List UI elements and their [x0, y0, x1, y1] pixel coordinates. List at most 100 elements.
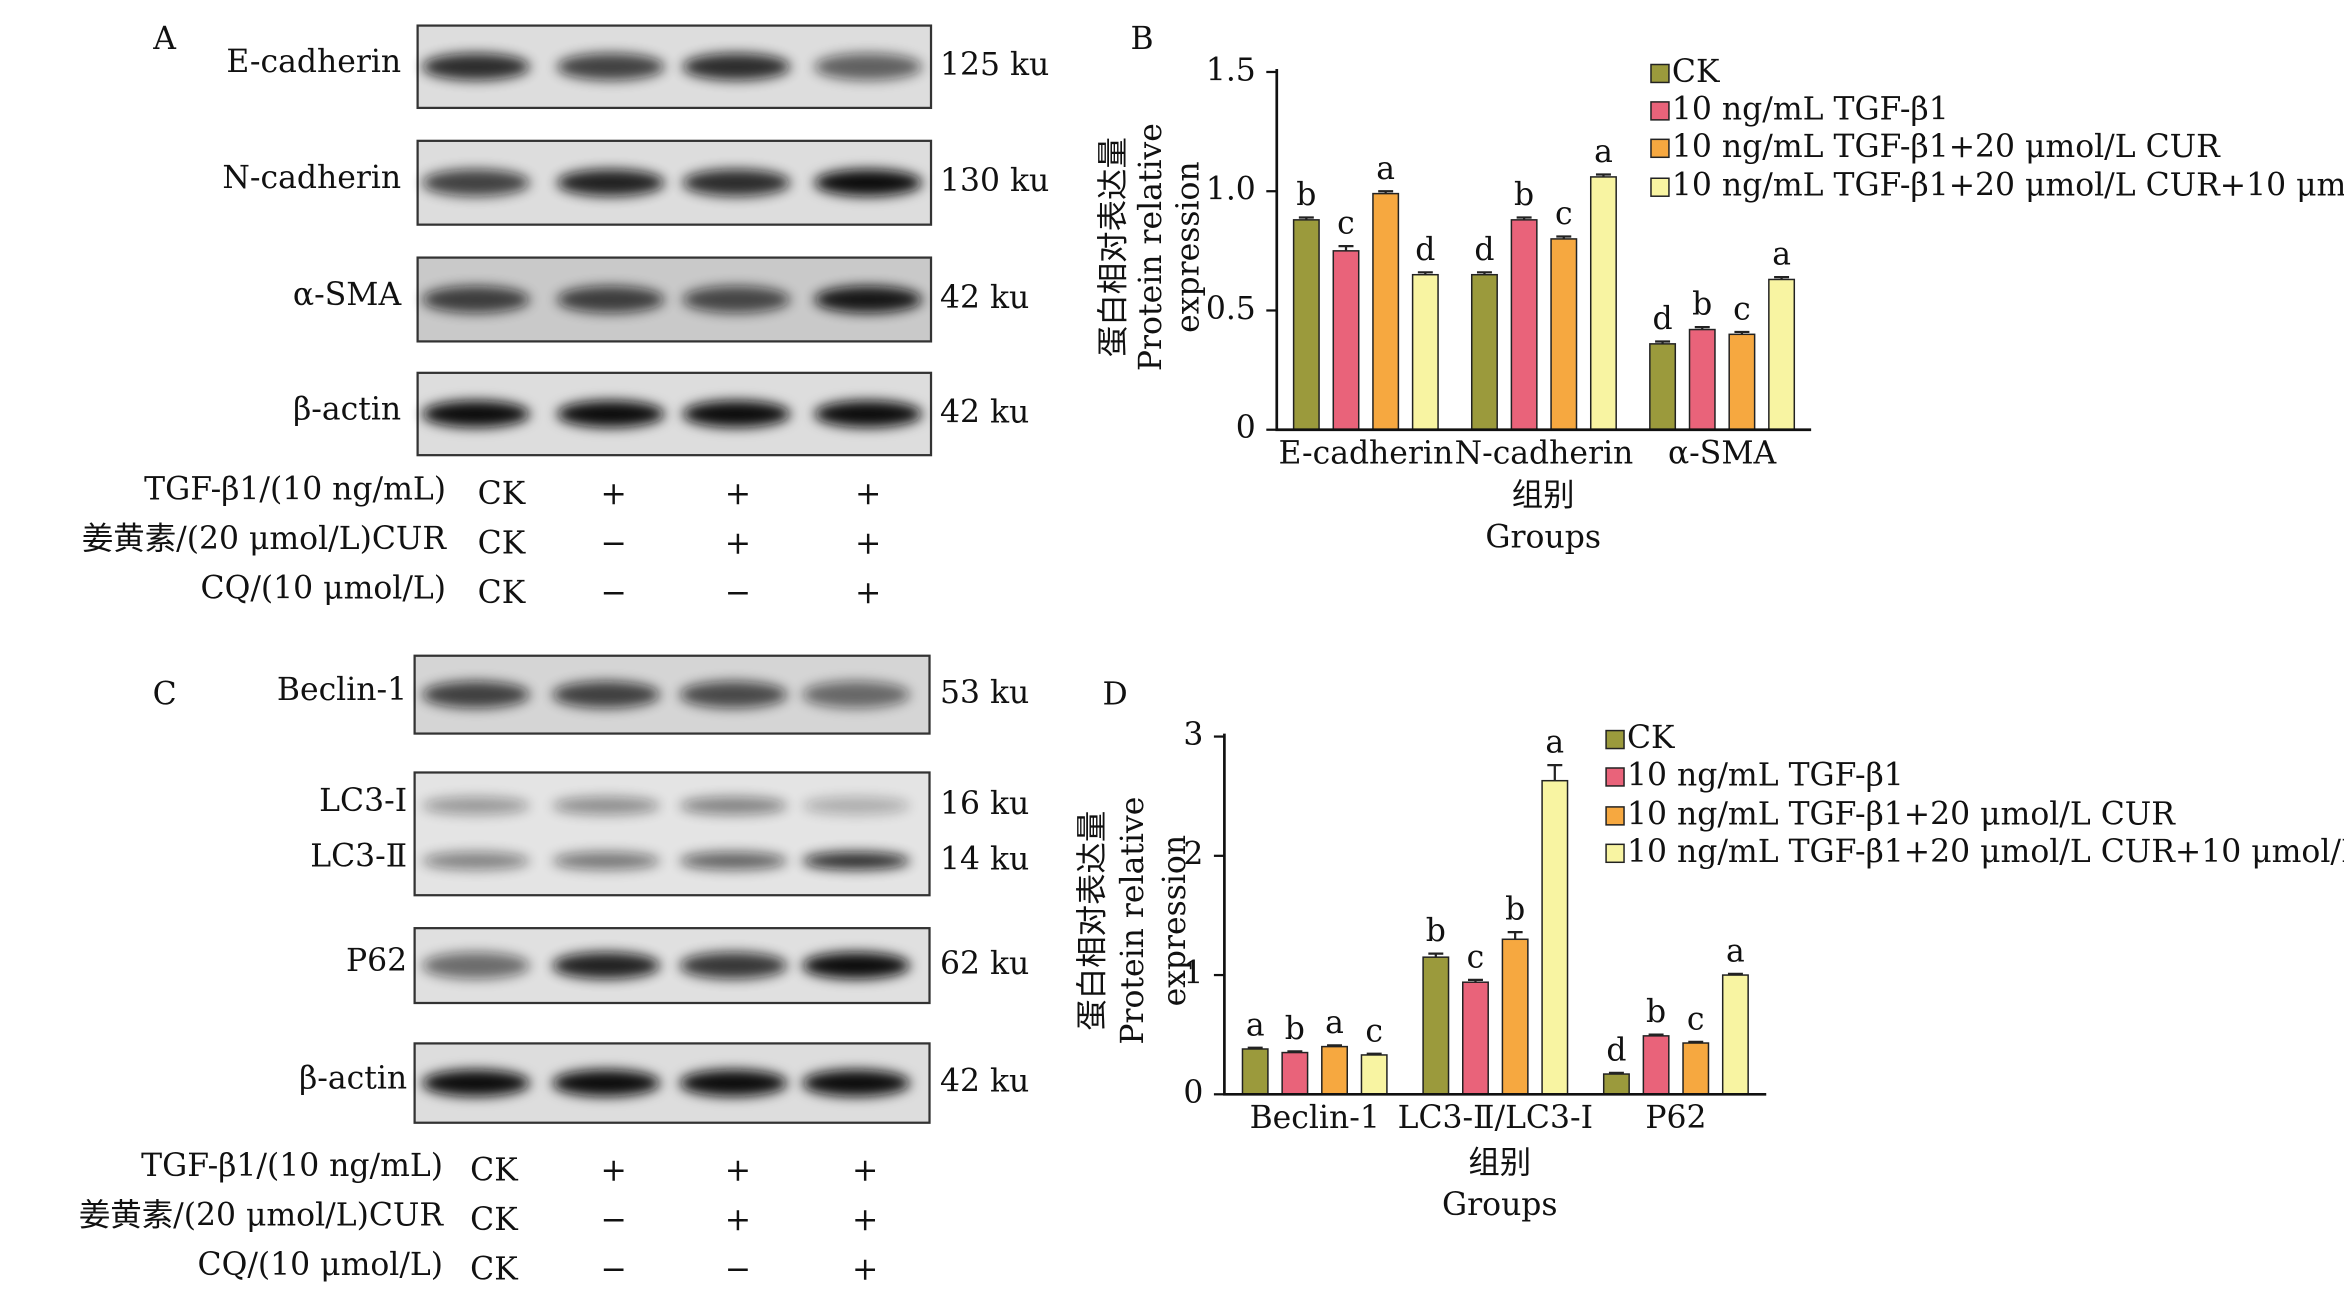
error-bar: [1476, 271, 1492, 275]
bar: [1642, 1035, 1670, 1096]
y-axis-label: 蛋白相对表达量: [1096, 137, 1132, 357]
treatment-mark: CK: [470, 1251, 518, 1287]
legend-swatch: [1605, 843, 1625, 864]
treatment-name: 姜黄素/(20 μmol/L)CUR: [79, 1198, 445, 1234]
bar: [1470, 273, 1498, 431]
bar: [1541, 779, 1569, 1096]
blot-band: [679, 1069, 788, 1097]
bar: [1372, 192, 1400, 431]
bar: [1721, 974, 1749, 1096]
panel-label: D: [1103, 677, 1128, 713]
significance-letter: b: [1692, 287, 1712, 323]
band-name: E-cadherin: [226, 44, 401, 80]
x-tick-label: P62: [1645, 1100, 1706, 1136]
band-name: LC3-Ⅱ: [310, 838, 407, 874]
treatment-mark: +: [852, 1251, 878, 1287]
legend-label: CK: [1672, 54, 1720, 90]
blot-band: [422, 53, 530, 81]
legend-swatch: [1605, 767, 1625, 787]
band-size: 42 ku: [940, 395, 1029, 431]
treatment-name: CQ/(10 μmol/L): [198, 1247, 444, 1283]
treatment-mark: +: [852, 1153, 878, 1189]
error-bar: [1247, 1046, 1263, 1049]
treatment-mark: +: [601, 1153, 627, 1189]
y-axis-label: Protein relative: [1133, 123, 1169, 371]
band-name: LC3-Ⅰ: [319, 783, 407, 819]
blot-band: [556, 53, 665, 81]
x-axis-label: 组别: [1468, 1145, 1531, 1181]
band-size: 42 ku: [940, 280, 1029, 316]
y-tick-label: 0: [1236, 410, 1256, 446]
blot-band: [556, 169, 665, 197]
legend-swatch: [1605, 729, 1625, 750]
blot-band: [802, 851, 911, 870]
error-bar: [1378, 190, 1394, 194]
blot-band: [802, 1069, 911, 1097]
y-tick-label: 0: [1183, 1075, 1203, 1111]
significance-letter: c: [1337, 206, 1355, 242]
bar: [1550, 238, 1578, 431]
blot-band: [422, 169, 530, 197]
legend-label: 10 ng/mL TGF-β1+20 μmol/L CUR: [1672, 129, 2221, 165]
bar: [1688, 328, 1716, 431]
x-tick-label: E-cadherin: [1278, 436, 1453, 472]
bar: [1422, 956, 1450, 1096]
treatment-name: 姜黄素/(20 μmol/L)CUR: [82, 521, 448, 557]
blot-box: [413, 771, 931, 897]
bar: [1321, 1045, 1348, 1096]
bar: [1589, 176, 1617, 431]
treatment-name: CQ/(10 μmol/L): [201, 570, 447, 606]
blot-band: [556, 400, 665, 428]
blot-band: [679, 851, 788, 870]
treatment-mark: CK: [470, 1153, 518, 1189]
y-axis-label: 蛋白相对表达量: [1075, 811, 1111, 1031]
blot-band: [802, 681, 911, 709]
band-size: 62 ku: [940, 946, 1029, 982]
treatment-mark: −: [601, 525, 627, 561]
band-name: β-actin: [299, 1061, 407, 1097]
blot-band: [552, 851, 661, 870]
bar: [1768, 278, 1796, 431]
significance-letter: c: [1467, 939, 1485, 975]
bar: [1462, 981, 1489, 1096]
x-axis-label: Groups: [1485, 519, 1601, 555]
legend-label: 10 ng/mL TGF-β1: [1672, 91, 1949, 127]
x-tick-label: α-SMA: [1668, 436, 1777, 472]
treatment-mark: +: [855, 476, 881, 512]
y-tick-label: 0.5: [1206, 291, 1256, 327]
bar: [1682, 1042, 1710, 1096]
bar: [1292, 219, 1320, 431]
treatment-mark: CK: [478, 525, 526, 561]
error-bar: [1547, 764, 1563, 781]
bar: [1501, 938, 1529, 1096]
panel-label: C: [153, 677, 177, 713]
error-bar: [1648, 1033, 1664, 1036]
significance-letter: b: [1296, 177, 1316, 213]
error-bar: [1595, 173, 1611, 177]
significance-letter: d: [1606, 1032, 1626, 1068]
error-bar: [1688, 1040, 1704, 1044]
y-axis-label: Protein relative: [1115, 797, 1151, 1045]
y-tick-label: 1: [1183, 956, 1203, 992]
significance-letter: b: [1514, 177, 1534, 213]
error-bar: [1655, 340, 1671, 344]
bar: [1281, 1051, 1309, 1096]
legend-label: 10 ng/mL TGF-β1: [1627, 757, 1904, 793]
treatment-mark: CK: [478, 476, 526, 512]
band-name: α-SMA: [293, 277, 402, 313]
bar: [1360, 1054, 1388, 1096]
blot-band: [422, 681, 530, 709]
error-bar: [1774, 275, 1790, 280]
band-size: 125 ku: [940, 47, 1049, 83]
panel-label: B: [1131, 21, 1154, 57]
blot-band: [802, 796, 911, 815]
blot-band: [814, 169, 923, 197]
error-bar: [1556, 235, 1572, 239]
blot-band: [422, 796, 530, 815]
axes: [1223, 733, 1767, 1096]
blot-band: [552, 1069, 661, 1097]
significance-letter: c: [1687, 1001, 1705, 1037]
error-bar: [1727, 972, 1743, 976]
x-tick-label: Beclin-1: [1250, 1100, 1380, 1136]
